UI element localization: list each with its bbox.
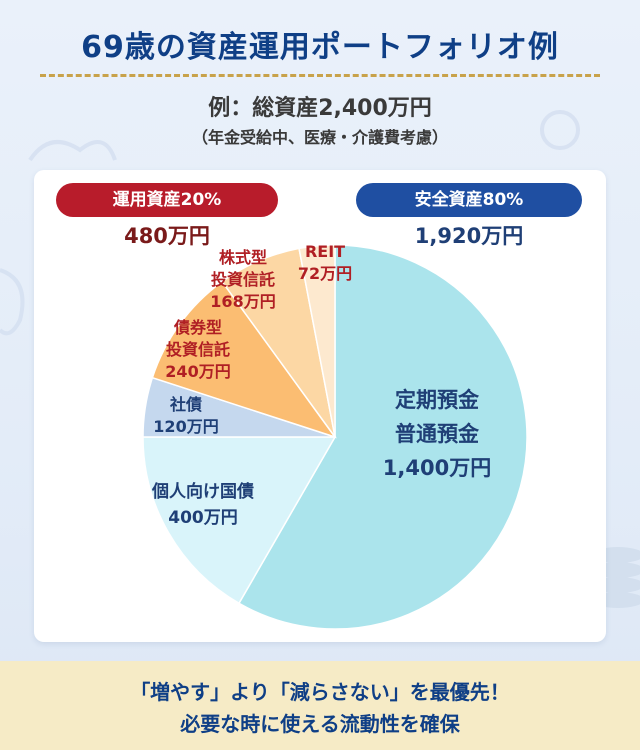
pie-label-line: 個人向け国債 — [151, 481, 254, 502]
pie-label-corp: 社債 120万円 — [153, 395, 218, 436]
pie-label-line: 240万円 — [165, 362, 230, 381]
pie-label-reit: REIT 72万円 — [298, 242, 352, 283]
pie-label-line: 債券型 — [173, 318, 222, 337]
pie-label-deposits: 定期預金普通預金 1,400万円 — [383, 388, 491, 480]
pie-label-stockfund: 株式型投資信託 168万円 — [210, 248, 275, 311]
pie-slice-jgb — [142, 436, 337, 605]
risk-assets-badge: 運用資産20% — [56, 183, 278, 217]
pie-label-line: 株式型 — [219, 248, 267, 267]
risk-assets-amount: 480万円 — [124, 224, 210, 248]
footer-message-1: 「増やす」より「減らさない」を最優先！ — [130, 680, 510, 704]
pie-label-line: REIT — [305, 242, 345, 261]
pie-label-line: 400万円 — [168, 508, 238, 528]
pie-slice-reit — [298, 244, 336, 438]
pie-label-line: 定期預金 — [395, 388, 480, 412]
total-assets-subtitle: 例：総資産2,400万円 — [208, 96, 432, 121]
conditions-note: （年金受給中、医療・介護費考慮） — [191, 128, 448, 147]
pie-slice-bondfund — [151, 280, 337, 439]
pie-label-line: 普通預金 — [395, 422, 480, 446]
footer-message-2: 必要な時に使える流動性を確保 — [180, 712, 460, 736]
pie-label-line: 120万円 — [153, 417, 218, 436]
pie-label-line: 1,400万円 — [383, 456, 491, 480]
title-divider — [40, 74, 600, 77]
pie-label-line: 社債 — [169, 395, 202, 414]
pie-label-line: 168万円 — [210, 292, 275, 311]
safe-assets-badge: 安全資産80% — [356, 183, 582, 217]
pie-label-line: 投資信託 — [211, 270, 275, 289]
footer-banner — [0, 661, 640, 750]
pie-label-jgb: 個人向け国債 400万円 — [151, 481, 254, 528]
pie-slice-deposits — [237, 244, 528, 630]
pie-label-line: 72万円 — [298, 264, 352, 283]
pie-label-bondfund: 債券型投資信託 240万円 — [165, 318, 230, 381]
pie-label-line: 投資信託 — [166, 340, 230, 359]
safe-assets-amount: 1,920万円 — [414, 224, 524, 248]
page-title: 69歳の資産運用ポートフォリオ例 — [81, 30, 559, 65]
